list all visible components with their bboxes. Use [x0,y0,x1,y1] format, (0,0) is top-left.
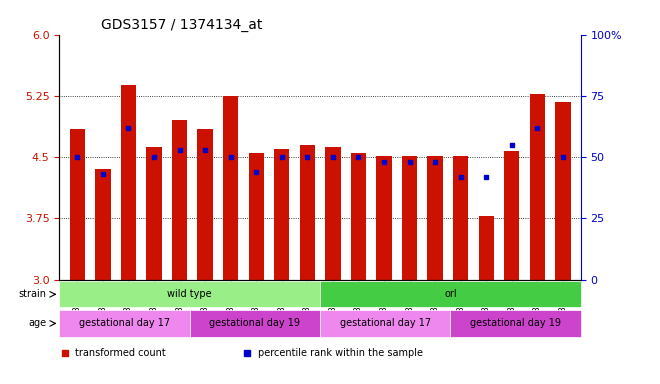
Text: gestational day 17: gestational day 17 [340,318,431,328]
Bar [121,85,136,280]
Bar [69,129,85,280]
Bar [350,153,366,280]
FancyBboxPatch shape [59,310,190,336]
Bar [300,145,315,280]
Text: wild type: wild type [168,289,212,300]
FancyBboxPatch shape [320,281,581,308]
Bar [197,129,213,280]
FancyBboxPatch shape [320,310,450,336]
Text: orl: orl [444,289,457,300]
Bar [172,120,187,280]
Bar [530,94,545,280]
Text: gestational day 19: gestational day 19 [470,318,561,328]
Text: transformed count: transformed count [75,348,166,358]
Bar [555,102,571,280]
FancyBboxPatch shape [450,310,581,336]
Bar [478,216,494,280]
Text: gestational day 17: gestational day 17 [79,318,170,328]
Bar [504,151,519,280]
Bar [325,147,341,280]
Bar [223,96,238,280]
Text: strain: strain [18,289,46,300]
Text: gestational day 19: gestational day 19 [209,318,300,328]
FancyBboxPatch shape [190,310,320,336]
Bar [249,153,264,280]
Text: age: age [28,318,46,328]
Bar [453,156,469,280]
Bar [274,149,290,280]
Text: GDS3157 / 1374134_at: GDS3157 / 1374134_at [101,18,263,32]
Bar [147,147,162,280]
Bar [95,169,110,280]
Text: percentile rank within the sample: percentile rank within the sample [257,348,422,358]
Bar [402,156,417,280]
Bar [376,156,391,280]
FancyBboxPatch shape [59,281,320,308]
Bar [428,156,443,280]
